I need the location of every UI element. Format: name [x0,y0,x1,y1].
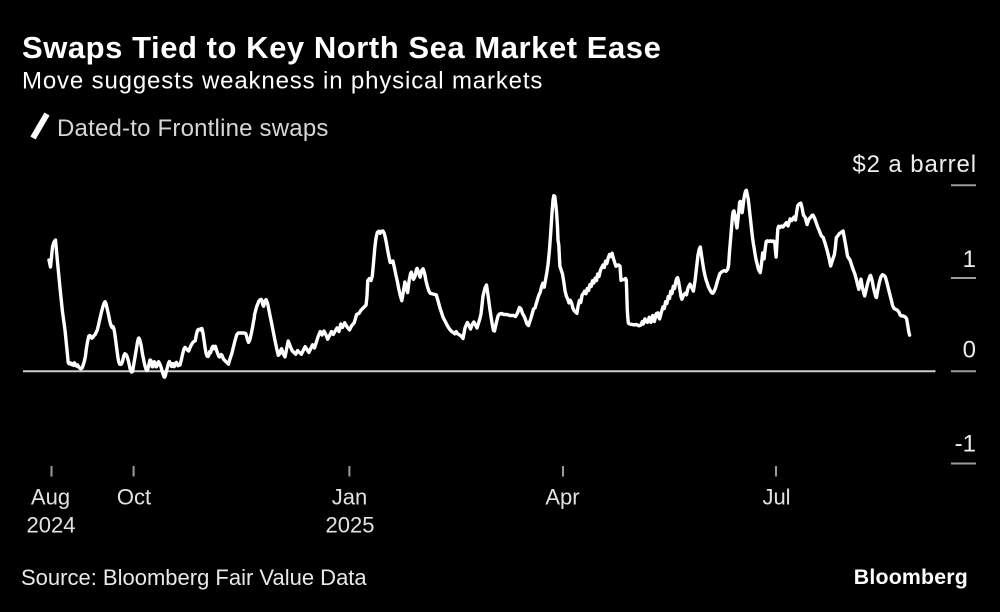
svg-text:-1: -1 [955,431,976,458]
svg-text:2024: 2024 [27,513,76,538]
svg-text:2025: 2025 [326,513,375,538]
svg-text:Bloomberg: Bloomberg [854,565,968,589]
svg-text:$2 a barrel: $2 a barrel [852,151,977,178]
svg-text:Aug: Aug [31,485,70,510]
svg-text:Oct: Oct [117,485,151,510]
svg-text:Apr: Apr [545,485,579,510]
svg-text:Swaps Tied to Key North Sea Ma: Swaps Tied to Key North Sea Market Ease [22,30,661,65]
svg-text:Jul: Jul [762,485,790,510]
svg-text:Move suggests weakness in phys: Move suggests weakness in physical marke… [22,68,543,95]
svg-text:Jan: Jan [332,485,367,510]
svg-text:1: 1 [963,246,976,273]
svg-text:0: 0 [963,337,976,364]
svg-text:Source: Bloomberg Fair Value D: Source: Bloomberg Fair Value Data [21,565,367,590]
svg-text:Dated-to Frontline swaps: Dated-to Frontline swaps [57,115,329,142]
